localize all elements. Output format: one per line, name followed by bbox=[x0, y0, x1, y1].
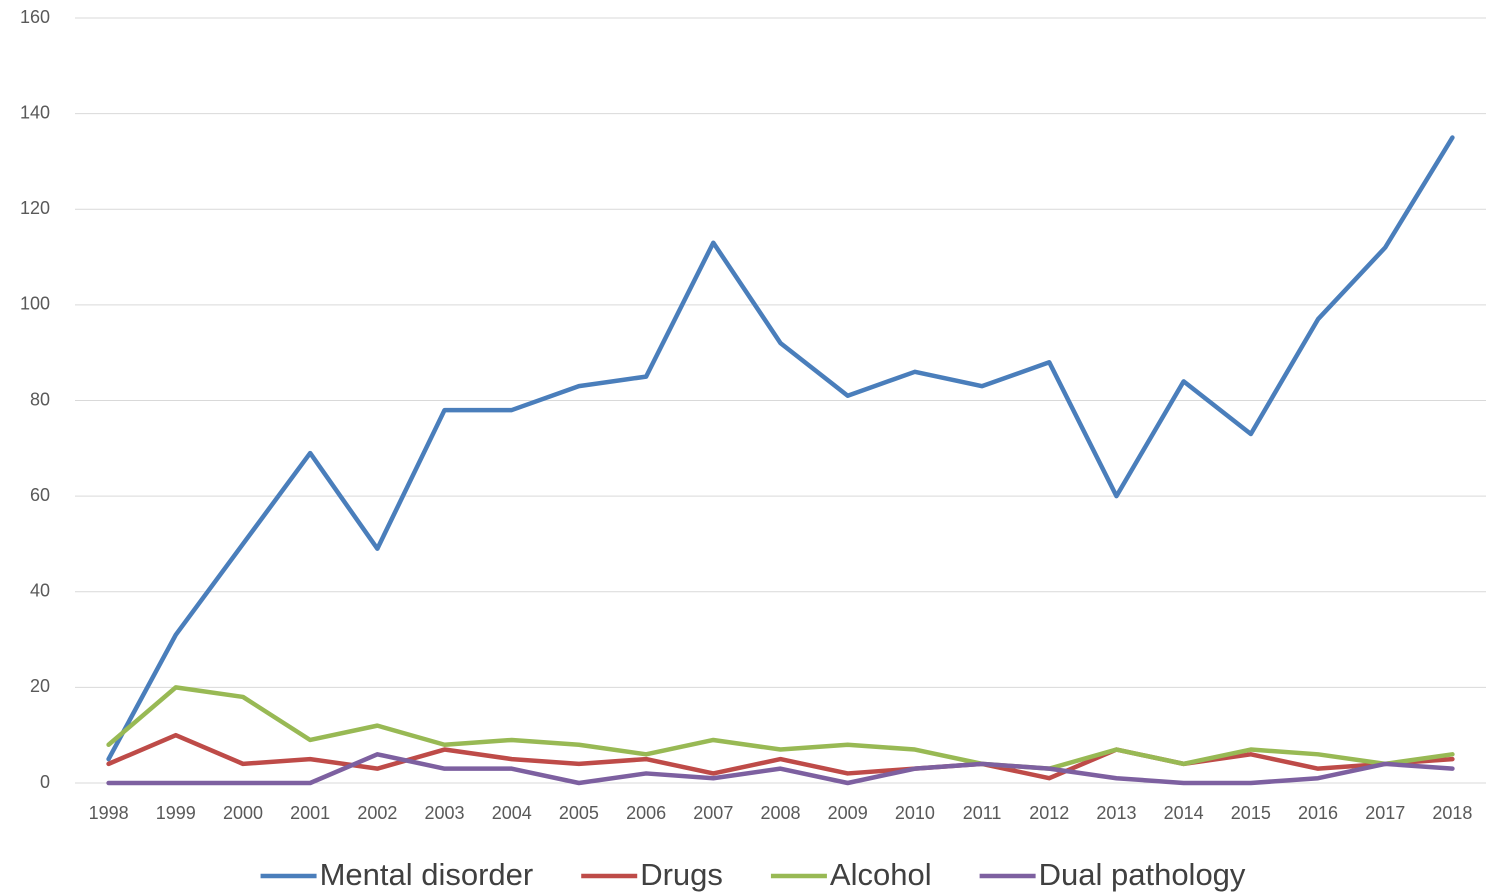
y-tick-label: 160 bbox=[20, 7, 50, 27]
x-tick-label: 2012 bbox=[1029, 803, 1069, 823]
x-tick-label: 2001 bbox=[290, 803, 330, 823]
y-tick-label: 60 bbox=[30, 485, 50, 505]
x-tick-label: 2003 bbox=[425, 803, 465, 823]
x-tick-label: 2016 bbox=[1298, 803, 1338, 823]
x-tick-label: 2002 bbox=[357, 803, 397, 823]
legend-label: Drugs bbox=[640, 857, 723, 892]
x-tick-label: 1999 bbox=[156, 803, 196, 823]
y-tick-label: 80 bbox=[30, 389, 50, 409]
x-tick-label: 2011 bbox=[963, 803, 1002, 823]
x-tick-label: 2013 bbox=[1096, 803, 1136, 823]
y-tick-label: 20 bbox=[30, 676, 50, 696]
x-tick-label: 2015 bbox=[1231, 803, 1271, 823]
y-tick-label: 0 bbox=[40, 772, 50, 792]
x-tick-label: 2004 bbox=[492, 803, 532, 823]
y-tick-label: 120 bbox=[20, 198, 50, 218]
x-tick-label: 2005 bbox=[559, 803, 599, 823]
x-tick-label: 2008 bbox=[760, 803, 800, 823]
legend-label: Dual pathology bbox=[1039, 857, 1246, 892]
y-tick-label: 40 bbox=[30, 581, 50, 601]
x-tick-label: 2010 bbox=[895, 803, 935, 823]
y-tick-label: 100 bbox=[20, 294, 50, 314]
series-line bbox=[106, 685, 1455, 771]
x-tick-label: 2000 bbox=[223, 803, 263, 823]
x-tick-label: 2007 bbox=[693, 803, 733, 823]
legend-label: Alcohol bbox=[830, 857, 932, 892]
x-tick-label: 1998 bbox=[89, 803, 129, 823]
series-line bbox=[106, 732, 1455, 781]
series-line bbox=[106, 135, 1455, 762]
y-tick-label: 140 bbox=[20, 102, 50, 122]
x-tick-label: 2014 bbox=[1164, 803, 1204, 823]
legend-label: Mental disorder bbox=[320, 857, 534, 892]
x-tick-label: 2018 bbox=[1432, 803, 1472, 823]
x-tick-label: 2017 bbox=[1365, 803, 1405, 823]
x-tick-label: 2006 bbox=[626, 803, 666, 823]
series-line bbox=[106, 752, 1455, 786]
x-tick-label: 2009 bbox=[828, 803, 868, 823]
